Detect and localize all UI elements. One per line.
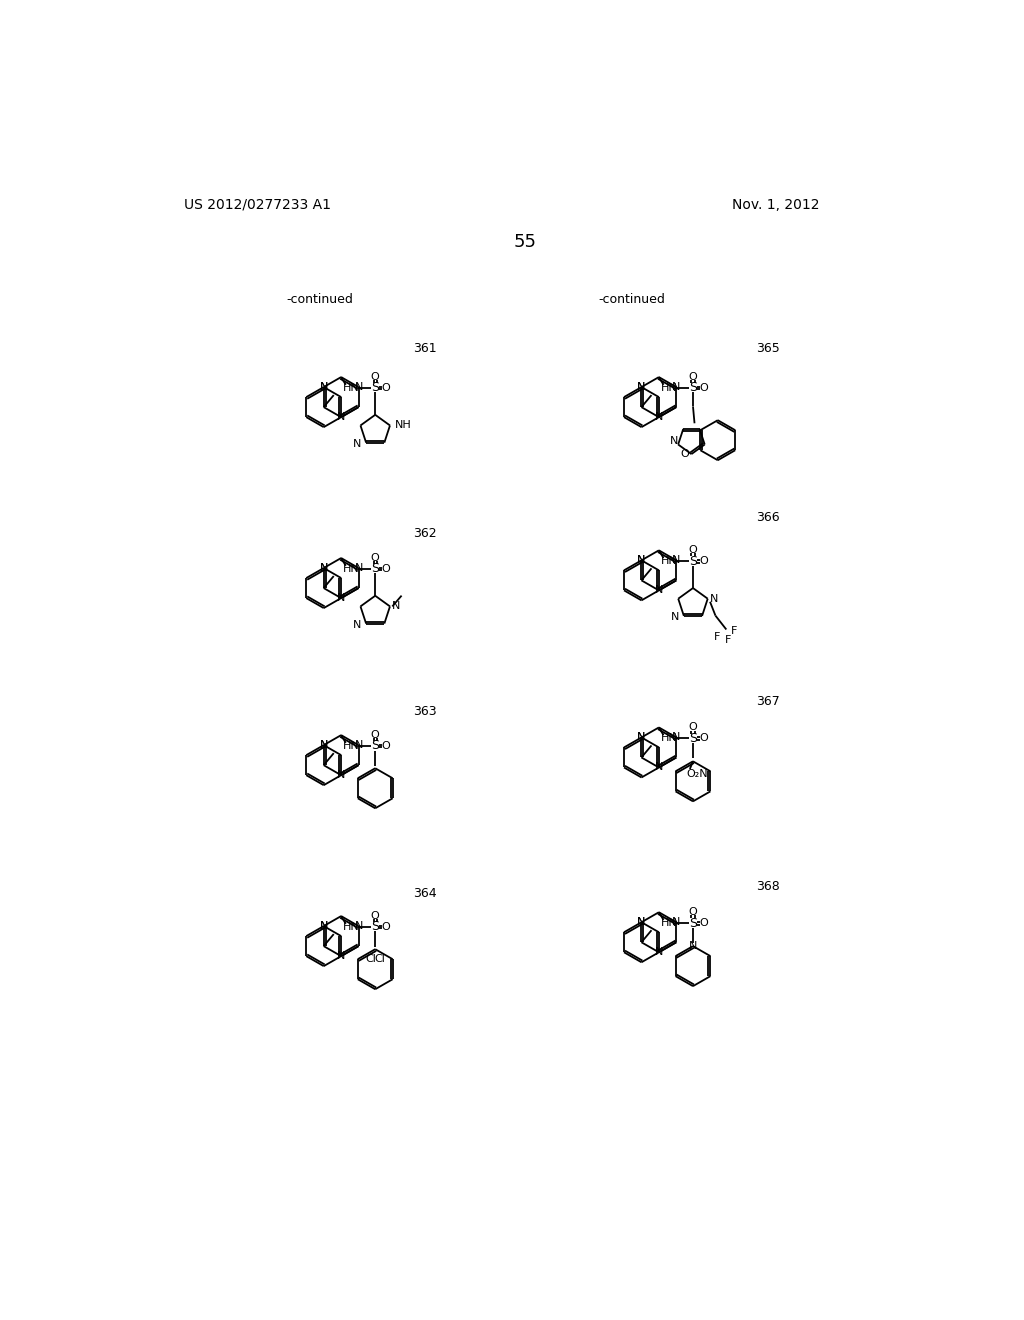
Text: N: N <box>353 440 361 449</box>
Text: S: S <box>689 381 697 395</box>
Text: N: N <box>670 436 679 446</box>
Text: N: N <box>637 381 646 392</box>
Text: O: O <box>688 372 697 381</box>
Text: N: N <box>353 620 361 630</box>
Text: S: S <box>689 554 697 568</box>
Text: N: N <box>637 556 645 565</box>
Text: Cl: Cl <box>374 954 385 964</box>
Text: 363: 363 <box>414 705 437 718</box>
Text: 364: 364 <box>414 887 437 900</box>
Text: HN: HN <box>343 741 359 751</box>
Text: O: O <box>699 383 709 393</box>
Text: N: N <box>319 921 328 931</box>
Text: NH: NH <box>394 421 412 430</box>
Text: US 2012/0277233 A1: US 2012/0277233 A1 <box>183 198 331 211</box>
Text: O: O <box>382 921 390 932</box>
Text: O: O <box>688 545 697 556</box>
Text: N: N <box>672 556 681 565</box>
Text: N: N <box>354 381 362 392</box>
Text: S: S <box>372 562 379 576</box>
Text: N: N <box>319 564 328 573</box>
Text: 365: 365 <box>756 342 779 355</box>
Text: N: N <box>319 741 328 750</box>
Text: 367: 367 <box>756 694 779 708</box>
Text: Nov. 1, 2012: Nov. 1, 2012 <box>732 198 820 211</box>
Text: 361: 361 <box>414 342 437 355</box>
Text: N: N <box>392 602 400 611</box>
Text: O: O <box>688 907 697 917</box>
Text: N: N <box>710 594 719 603</box>
Text: N: N <box>319 564 328 573</box>
Text: N: N <box>672 733 681 742</box>
Text: N: N <box>319 921 328 931</box>
Text: F: F <box>725 635 731 645</box>
Text: N: N <box>689 941 697 952</box>
Text: S: S <box>372 381 379 395</box>
Text: O: O <box>382 564 390 574</box>
Text: N: N <box>672 381 681 392</box>
Text: N: N <box>637 733 645 742</box>
Text: 55: 55 <box>513 232 537 251</box>
Text: O: O <box>382 741 390 751</box>
Text: HN: HN <box>660 383 677 393</box>
Text: 366: 366 <box>756 511 779 524</box>
Text: O₂N: O₂N <box>687 768 709 779</box>
Text: N: N <box>637 917 645 927</box>
Text: N: N <box>319 381 328 392</box>
Text: O: O <box>382 383 390 393</box>
Text: N: N <box>637 381 645 392</box>
Text: S: S <box>689 731 697 744</box>
Text: HN: HN <box>660 733 677 743</box>
Text: N: N <box>319 741 328 750</box>
Text: N: N <box>319 381 328 392</box>
Text: O: O <box>371 730 380 741</box>
Text: O: O <box>371 372 380 381</box>
Text: F: F <box>714 632 720 643</box>
Text: O: O <box>699 917 709 928</box>
Text: O: O <box>688 722 697 733</box>
Text: HN: HN <box>660 917 677 928</box>
Text: N: N <box>654 948 664 957</box>
Text: HN: HN <box>660 556 677 566</box>
Text: 362: 362 <box>414 527 437 540</box>
Text: -continued: -continued <box>287 293 353 306</box>
Text: N: N <box>637 556 646 565</box>
Text: HN: HN <box>343 383 359 393</box>
Text: 368: 368 <box>756 879 779 892</box>
Text: O: O <box>699 556 709 566</box>
Text: S: S <box>372 739 379 752</box>
Text: S: S <box>689 916 697 929</box>
Text: Cl: Cl <box>366 954 377 964</box>
Text: -continued: -continued <box>598 293 666 306</box>
Text: N: N <box>337 593 345 603</box>
Text: N: N <box>337 412 345 422</box>
Text: F: F <box>731 626 737 636</box>
Text: N: N <box>672 917 681 927</box>
Text: N: N <box>354 921 362 931</box>
Text: HN: HN <box>343 921 359 932</box>
Text: N: N <box>654 763 664 772</box>
Text: N: N <box>354 564 362 573</box>
Text: N: N <box>337 952 345 961</box>
Text: O: O <box>371 911 380 921</box>
Text: N: N <box>337 770 345 780</box>
Text: O: O <box>371 553 380 564</box>
Text: N: N <box>654 585 664 595</box>
Text: N: N <box>671 612 679 623</box>
Text: N: N <box>637 917 646 927</box>
Text: HN: HN <box>343 564 359 574</box>
Text: O: O <box>681 449 689 459</box>
Text: N: N <box>654 412 664 422</box>
Text: N: N <box>637 733 646 742</box>
Text: O: O <box>699 733 709 743</box>
Text: S: S <box>372 920 379 933</box>
Text: N: N <box>354 741 362 750</box>
